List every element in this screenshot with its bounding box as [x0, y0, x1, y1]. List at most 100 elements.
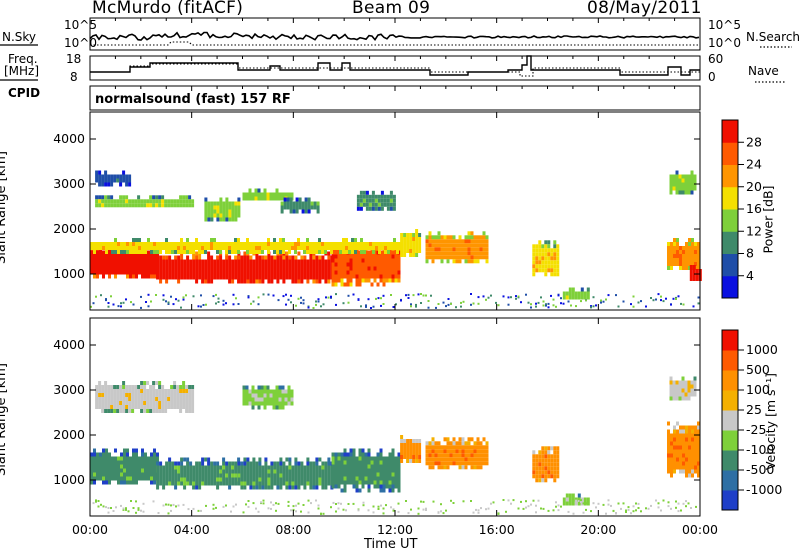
data-cell	[688, 441, 691, 446]
data-cell	[553, 470, 557, 475]
data-cell	[143, 397, 147, 401]
data-cell	[276, 461, 280, 466]
data-cell	[309, 485, 313, 490]
data-cell	[431, 235, 435, 240]
data-cell	[676, 461, 679, 466]
data-cell	[246, 263, 250, 268]
data-cell	[370, 460, 374, 465]
data-cell	[142, 510, 145, 513]
data-cell	[90, 472, 93, 477]
data-cell	[681, 384, 685, 389]
data-cell	[356, 202, 360, 207]
colorbar-swatch	[722, 209, 738, 232]
data-cell	[688, 469, 691, 474]
data-cell	[126, 448, 129, 453]
data-cell	[312, 461, 316, 466]
data-cell	[673, 437, 676, 442]
data-cell	[388, 262, 392, 267]
data-cell	[213, 267, 217, 272]
data-cell	[361, 254, 365, 259]
data-cell	[288, 465, 292, 470]
data-cell	[306, 250, 309, 254]
data-cell	[231, 275, 235, 280]
data-cell	[249, 279, 253, 284]
data-cell	[275, 401, 279, 406]
data-cell	[168, 250, 171, 254]
data-cell	[467, 235, 471, 240]
data-cell	[128, 393, 132, 397]
data-cell	[371, 206, 375, 211]
data-cell	[405, 294, 407, 297]
data-cell	[285, 477, 289, 482]
data-cell	[179, 397, 183, 401]
data-cell	[252, 465, 256, 470]
data-cell	[185, 389, 189, 393]
data-cell	[409, 439, 413, 443]
data-cell	[367, 480, 371, 485]
near-range-scatter	[92, 499, 697, 515]
data-cell	[479, 461, 483, 466]
data-cell	[156, 255, 160, 260]
data-cell	[340, 262, 344, 267]
data-cell	[673, 429, 676, 434]
data-cell	[687, 182, 691, 187]
data-cell	[464, 255, 468, 260]
data-cell	[125, 508, 127, 511]
data-cell	[330, 296, 332, 299]
colorbar-tick-label: 500	[746, 362, 770, 377]
data-cell	[288, 267, 292, 272]
data-cell	[147, 262, 150, 267]
data-cell	[473, 465, 477, 470]
data-cell	[697, 242, 700, 246]
data-cell	[452, 437, 456, 442]
data-cell	[258, 250, 261, 254]
data-cell	[352, 502, 355, 505]
data-cell	[228, 485, 232, 490]
data-cell	[144, 262, 147, 267]
data-cell	[110, 199, 114, 204]
data-cell	[128, 401, 132, 405]
data-cell	[327, 271, 331, 276]
data-cell	[331, 456, 335, 461]
data-cell	[96, 270, 99, 275]
data-cell	[321, 485, 325, 490]
data-cell	[391, 452, 395, 457]
data-cell	[219, 267, 223, 272]
data-cell	[132, 262, 135, 267]
data-cell	[655, 298, 657, 301]
data-cell	[315, 300, 317, 303]
data-cell	[120, 452, 123, 457]
data-cell	[334, 452, 338, 457]
data-cell	[335, 510, 337, 513]
data-cell	[152, 409, 156, 413]
data-cell	[207, 473, 211, 478]
data-cell	[170, 295, 172, 298]
data-cell	[691, 461, 694, 466]
data-cell	[116, 393, 120, 397]
data-cell	[98, 381, 102, 385]
data-cell	[538, 240, 542, 245]
data-cell	[362, 198, 366, 203]
data-cell	[667, 445, 670, 450]
data-cell	[119, 409, 123, 413]
data-cell	[174, 275, 178, 280]
data-cell	[258, 255, 262, 260]
data-cell	[135, 464, 138, 469]
data-cell	[254, 196, 258, 201]
data-cell	[112, 510, 115, 512]
data-cell	[675, 170, 679, 175]
data-cell	[267, 279, 271, 284]
data-cell	[327, 469, 331, 474]
data-cell	[346, 270, 350, 275]
data-cell	[355, 266, 359, 271]
data-cell	[285, 469, 289, 474]
data-cell	[562, 295, 566, 300]
data-cell	[485, 247, 489, 252]
data-cell	[138, 270, 141, 275]
data-cell	[306, 481, 310, 486]
data-cell	[183, 267, 187, 272]
data-cell	[547, 474, 551, 479]
data-cell	[675, 174, 679, 179]
data-cell	[144, 460, 147, 465]
